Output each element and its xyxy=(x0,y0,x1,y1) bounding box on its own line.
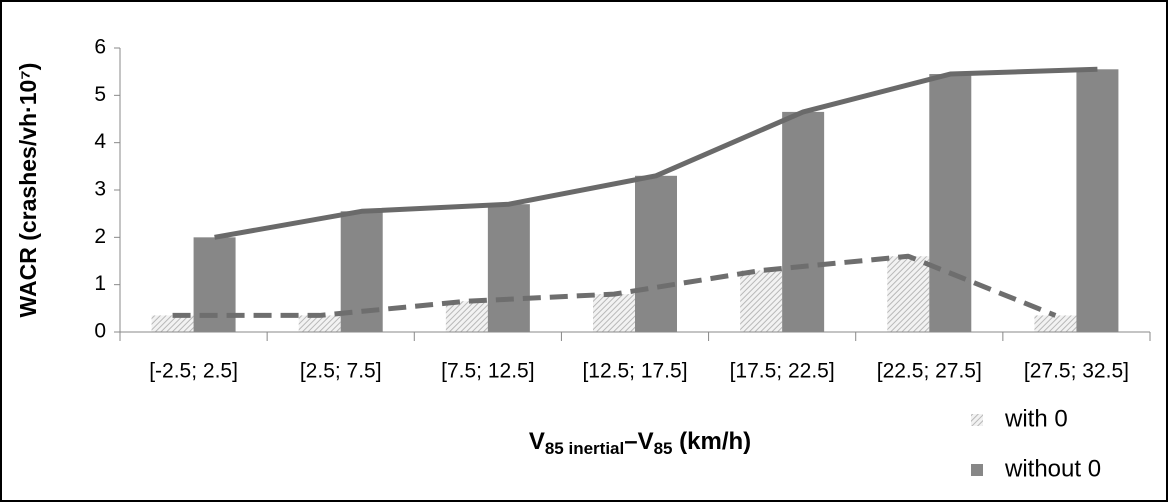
x-title-part: V xyxy=(529,428,545,455)
y-tick-label: 4 xyxy=(94,130,106,153)
x-tick-label: [-2.5; 2.5] xyxy=(149,360,238,383)
trend-line xyxy=(172,253,1057,318)
bar xyxy=(593,294,635,332)
y-tick-label: 5 xyxy=(94,83,106,106)
bar xyxy=(1076,69,1119,333)
bar xyxy=(887,256,930,332)
bar xyxy=(635,175,677,332)
x-tick-label: [7.5; 12.5] xyxy=(441,360,534,383)
x-tick-label: [12.5; 17.5] xyxy=(582,360,687,383)
legend-label: without 0 xyxy=(1004,455,1101,482)
x-tick-label: [2.5; 7.5] xyxy=(300,360,382,383)
legend-swatch xyxy=(971,414,983,426)
bar xyxy=(740,270,783,332)
bar xyxy=(782,111,825,333)
x-title-part: (km/h) xyxy=(673,428,752,455)
y-tick-label: 3 xyxy=(94,178,106,201)
bar xyxy=(298,315,341,332)
x-tick-label: [22.5; 27.5] xyxy=(877,360,982,383)
bar xyxy=(151,315,194,332)
legend-label: with 0 xyxy=(1004,405,1068,432)
bar xyxy=(929,74,972,333)
y-tick-label: 1 xyxy=(94,272,106,295)
bar xyxy=(445,301,488,332)
trend-line xyxy=(214,66,1098,240)
legend-swatch xyxy=(971,464,983,476)
y-tick-label: 0 xyxy=(94,320,106,343)
y-axis-title: WACR (crashes/vh·10⁷) xyxy=(15,63,41,318)
x-tick-label: [27.5; 32.5] xyxy=(1024,360,1129,383)
y-tick-label: 6 xyxy=(94,36,106,59)
y-tick-label: 2 xyxy=(94,225,106,248)
x-title-part: –V xyxy=(624,428,653,455)
x-title-sub: 85 xyxy=(654,439,673,458)
bar xyxy=(1034,315,1077,332)
bar xyxy=(487,204,530,332)
x-title-sub: 85 inertial xyxy=(545,439,624,458)
x-tick-label: [17.5; 22.5] xyxy=(730,360,835,383)
x-axis-title: V85 inertial–V85 (km/h) xyxy=(529,428,751,458)
